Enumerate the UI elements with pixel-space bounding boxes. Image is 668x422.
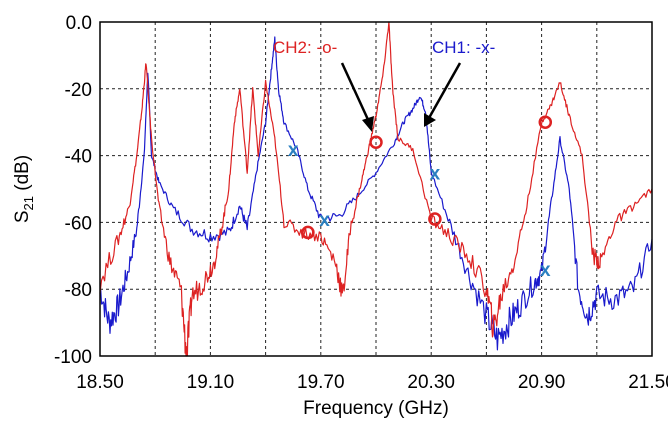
ch1-x-marker: x [319,210,330,231]
x-tick-label: 19.10 [187,372,235,393]
ch2-annotation-label: CH2: -o- [273,38,337,57]
ch2-annotation-arrow [340,62,374,132]
y-tick-label: -40 [65,147,92,168]
x-tick-label: 18.50 [76,372,124,393]
x-tick-label: 20.90 [518,372,566,393]
y-axis-title: S21 (dB) [12,155,36,223]
x-tick-labels: 18.50 19.10 19.70 20.30 20.90 21.50 [76,372,668,393]
series-layer [99,21,653,357]
y-tick-label: -80 [65,280,92,301]
y-tick-label: 0.0 [66,13,92,34]
y-tick-label: -100 [54,347,92,368]
x-axis-title: Frequency (GHz) [303,398,449,419]
ch1-x-marker: x [540,260,551,281]
grid-lines [100,22,652,356]
plot-frame [99,21,653,357]
ch2-o-marker [428,212,442,226]
marker-layer: x x x x [288,115,553,281]
y-tick-labels: 0.0 -20 -40 -60 -80 -100 [54,13,92,368]
ch1-trace [99,36,653,351]
x-tick-label: 19.70 [297,372,345,393]
x-tick-label: 21.50 [628,372,668,393]
x-tick-label: 20.30 [407,372,455,393]
y-axis-title-sub: 21 [21,196,36,210]
ch2-o-marker [301,225,315,240]
y-axis-title-unit: (dB) [12,155,33,196]
ch2-o-marker [369,135,383,149]
ch1-annotation-label: CH1: -x- [432,38,495,57]
y-tick-label: -20 [65,80,92,101]
ch1-annotation-arrow [424,62,462,127]
ch1-x-marker: x [430,163,441,184]
ch2-trace [99,21,653,357]
ch1-x-marker: x [288,140,299,161]
ch2-o-marker [538,115,553,129]
y-axis-title-main: S [12,210,33,223]
y-tick-label: -60 [65,213,92,234]
